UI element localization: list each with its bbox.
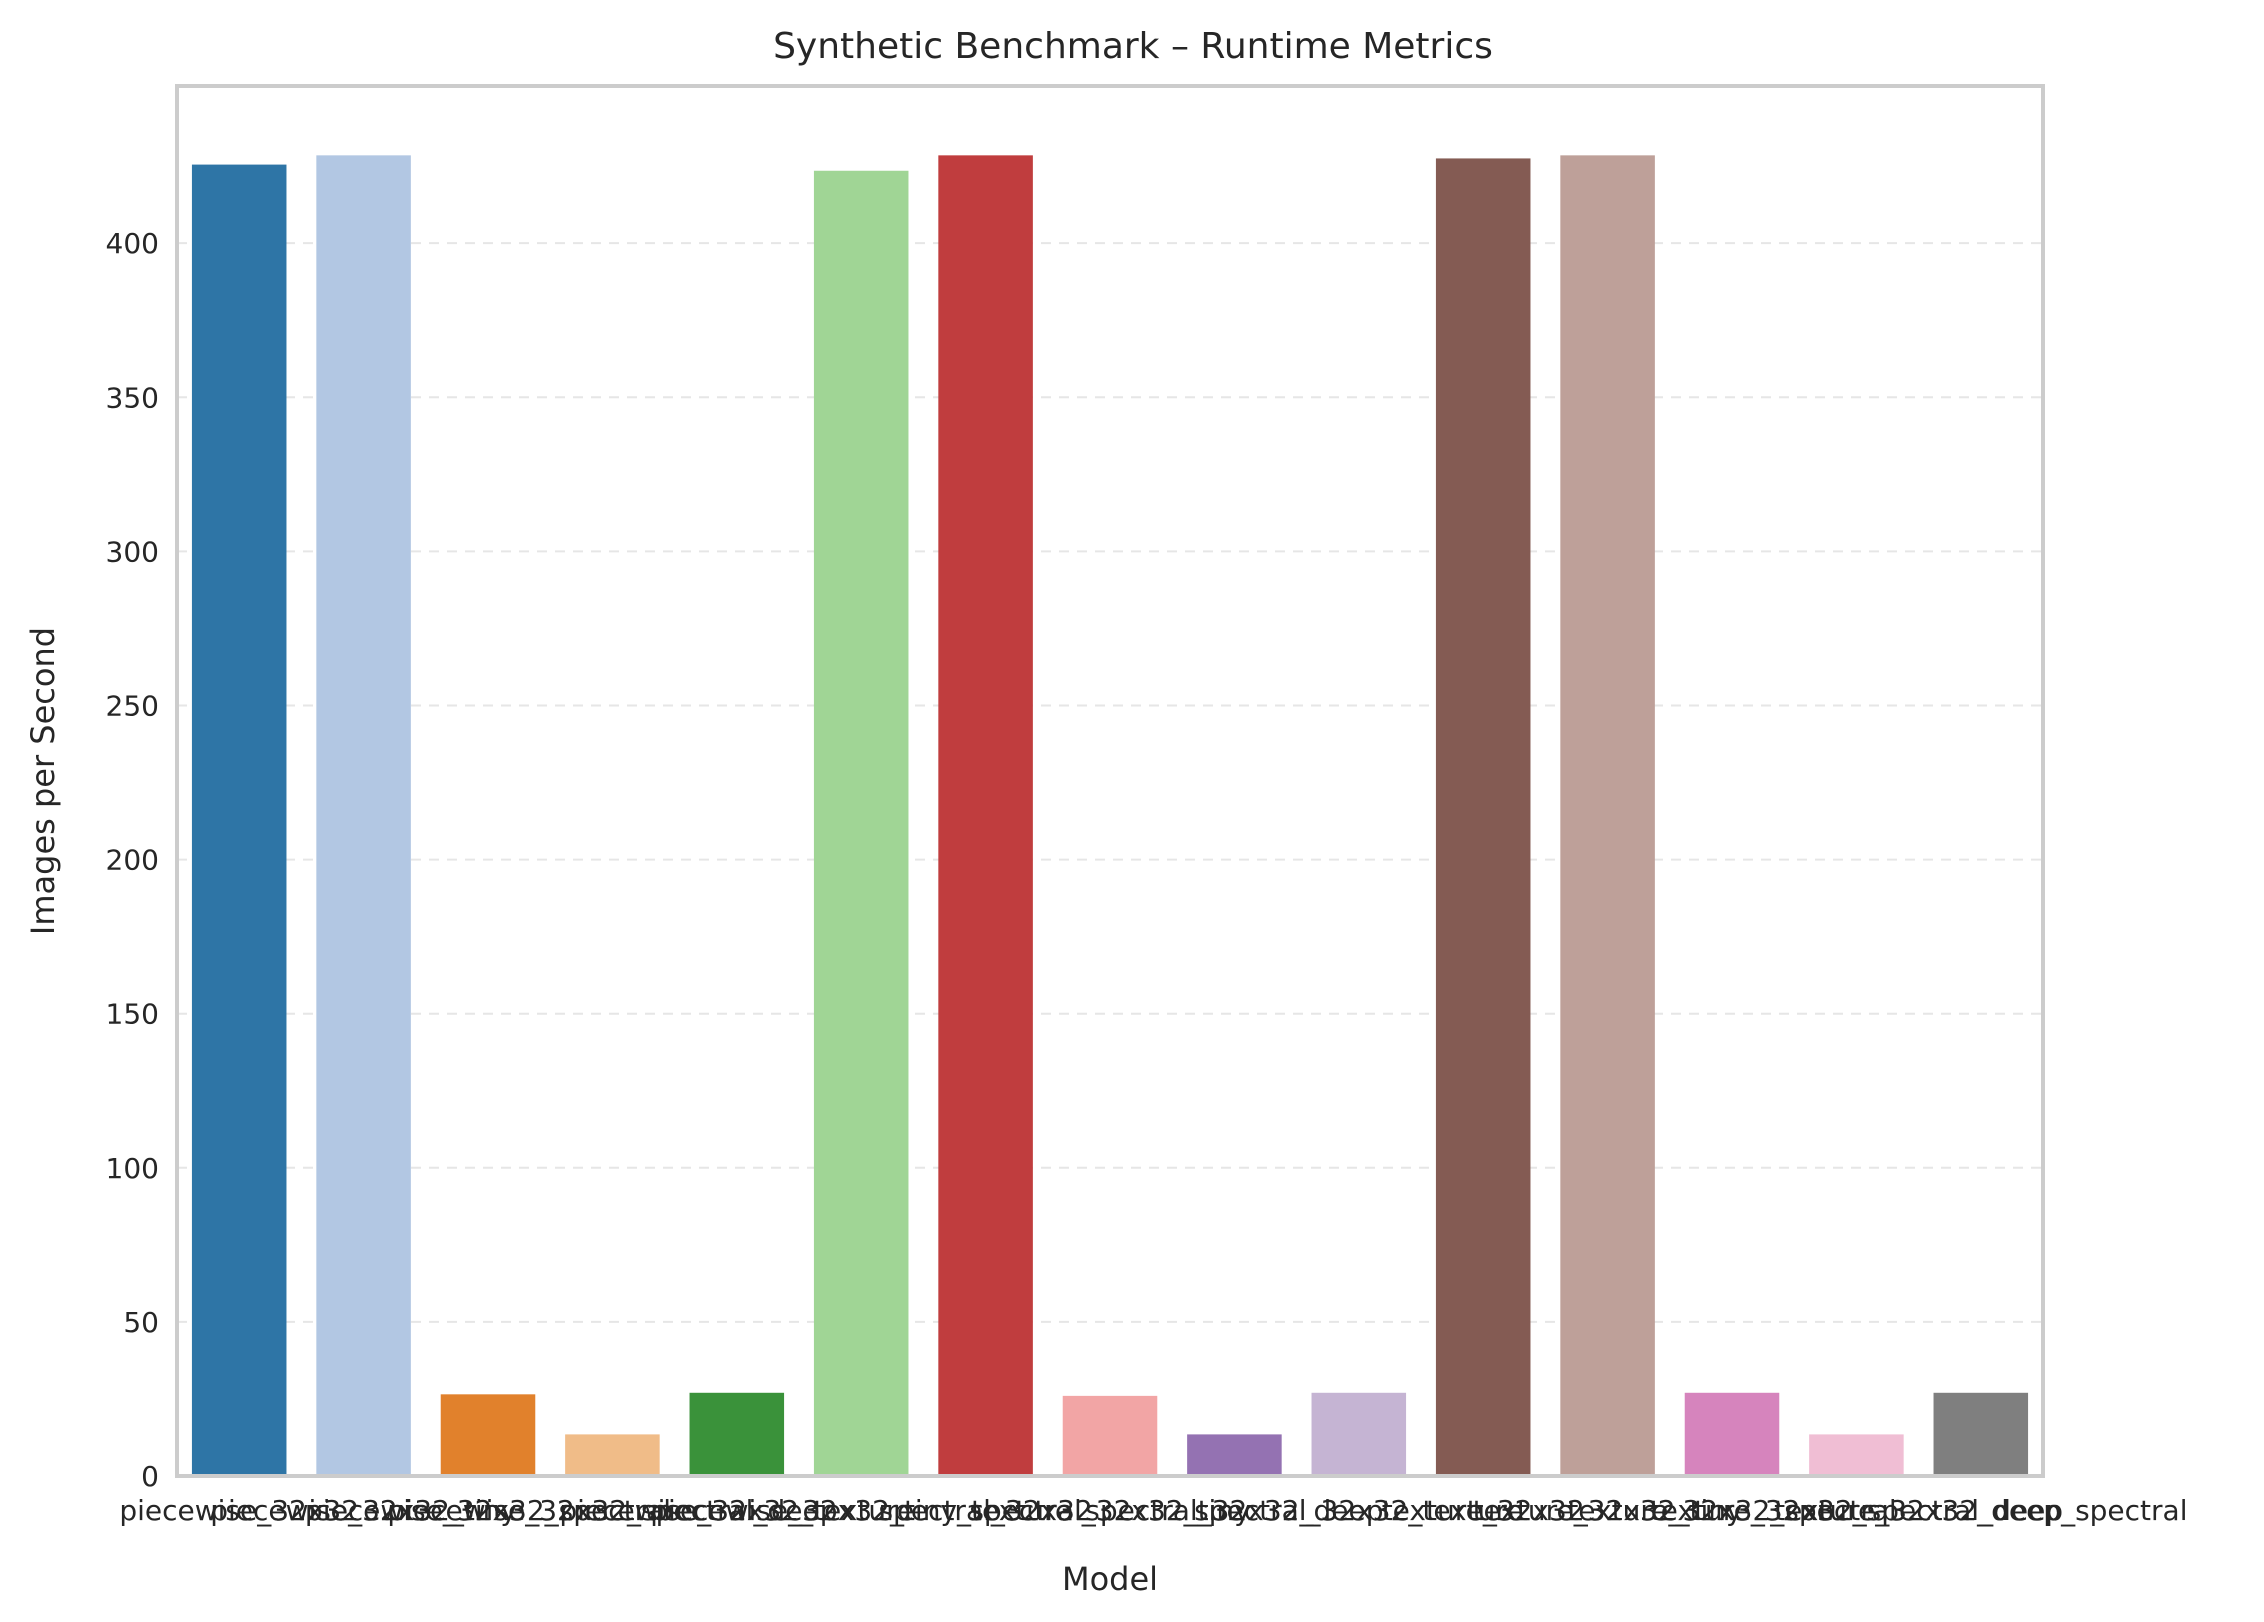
- y-tick-label: 400: [106, 227, 159, 260]
- x-tick-label: texture_32x32_tiny: [1473, 1494, 1743, 1527]
- x-tick-label: texture_32x32_spectral: [1567, 1494, 1896, 1527]
- y-tick-label: 200: [106, 844, 159, 877]
- bar: [938, 155, 1033, 1476]
- y-tick-label: 0: [141, 1460, 159, 1493]
- plot-frame: [175, 84, 2045, 1478]
- bar: [316, 155, 411, 1476]
- bar: [689, 1392, 785, 1476]
- x-tick-label: piecewise_32x32: [119, 1494, 359, 1527]
- y-tick-label: 100: [106, 1152, 159, 1185]
- y-tick-labels: 0 50 100 150 200 250 300 350 400: [106, 227, 159, 1493]
- x-tick-label: texture_32x32: [1382, 1494, 1585, 1527]
- x-tick-label: piecewise_32x32_tiny: [210, 1494, 517, 1527]
- bar: [440, 1394, 536, 1476]
- x-tick-label: spectral_32x32_deep: [1085, 1494, 1383, 1527]
- y-axis-label: Images per Second: [24, 627, 62, 935]
- y-tick-label: 50: [123, 1306, 159, 1339]
- x-tick-label: piecewise_32x32_spectral: [305, 1494, 671, 1527]
- bar: [1809, 1434, 1904, 1476]
- x-tick-label: spectral_32x32: [878, 1494, 1092, 1527]
- x-tick-label: piecewise_32x32_texture: [559, 1494, 914, 1527]
- x-tick-labels: piecewise_32x32piecewise_32x32_tinypiece…: [119, 1494, 2187, 1527]
- x-tick-label: spectral_32x32_tiny: [969, 1494, 1250, 1527]
- x-axis-label: Model: [1062, 1560, 1158, 1598]
- y-tick-label: 300: [106, 535, 159, 568]
- bar: [1187, 1434, 1282, 1476]
- bar: [1311, 1392, 1407, 1476]
- bars: [191, 155, 2029, 1476]
- y-tick-label: 250: [106, 689, 159, 722]
- bar: [1933, 1392, 2029, 1476]
- bar: [1684, 1392, 1780, 1476]
- y-tick-label: 150: [106, 998, 159, 1031]
- x-tick-label: texture_32x32_deep_spectral: [1774, 1494, 2187, 1527]
- bar: [191, 164, 287, 1476]
- chart-title: Synthetic Benchmark – Runtime Metrics: [773, 26, 1493, 67]
- bar: [1062, 1395, 1158, 1476]
- y-tick-label: 350: [106, 381, 159, 414]
- bar: [813, 170, 909, 1476]
- bar: [1435, 158, 1531, 1476]
- x-tick-label: texture_32x32_spectral_deep: [1650, 1494, 2063, 1527]
- bar: [565, 1434, 660, 1476]
- bar: [1560, 155, 1655, 1476]
- x-tick-label: piecewise_32x32_tiny_texture: [650, 1494, 1072, 1527]
- gridlines: [177, 242, 2043, 1323]
- x-tick-label: spectral_32x32_texture: [1194, 1494, 1523, 1527]
- x-tick-label: piecewise_32x32_spectral_deep: [387, 1494, 837, 1527]
